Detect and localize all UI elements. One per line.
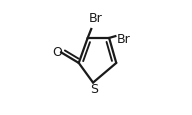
Text: S: S: [90, 83, 98, 96]
Text: Br: Br: [117, 33, 130, 46]
Text: Br: Br: [89, 12, 103, 25]
Text: O: O: [52, 45, 62, 58]
